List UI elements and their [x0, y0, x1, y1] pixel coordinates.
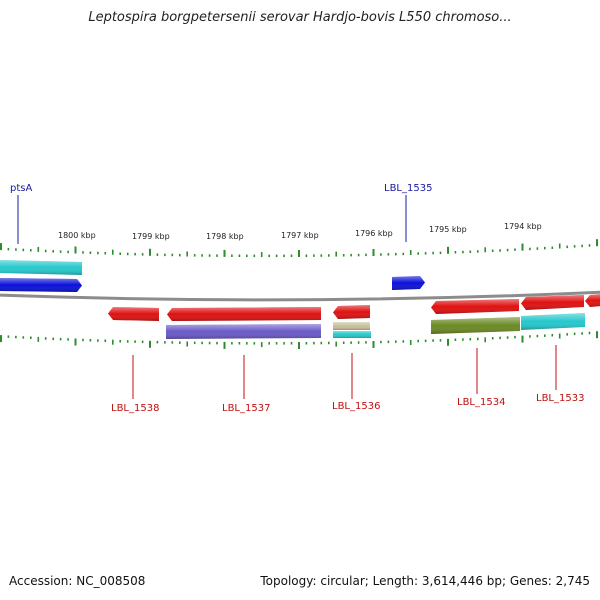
ruler-label-1796: 1796 kbp: [355, 229, 393, 238]
gene-LBL_1537[interactable]: [167, 307, 321, 321]
gene-cyan-forward-left[interactable]: [0, 260, 82, 275]
gene-label-LBL_1534[interactable]: LBL_1534: [457, 397, 505, 408]
ruler-label-1798: 1798 kbp: [206, 232, 244, 241]
ruler-label-1800: 1800 kbp: [58, 231, 96, 240]
gene-LBL_1534[interactable]: [431, 299, 519, 314]
ruler-label-1797: 1797 kbp: [281, 231, 319, 240]
gene-LBL_1537-product[interactable]: [166, 324, 321, 339]
gene-ptsA[interactable]: [0, 278, 82, 292]
gene-LBL_1536-product-cyan[interactable]: [333, 331, 371, 338]
chromosome-backbone: [0, 290, 600, 302]
gene-LBL_1536-product-tan[interactable]: [333, 322, 370, 330]
gene-label-LBL_1536[interactable]: LBL_1536: [332, 401, 380, 412]
gene-label-LBL_1538[interactable]: LBL_1538: [111, 403, 159, 414]
gene-LBL_1535[interactable]: [392, 276, 425, 290]
gene-LBL_1538[interactable]: [108, 307, 159, 321]
ruler-label-1799: 1799 kbp: [132, 232, 170, 241]
gene-LBL_1534-product[interactable]: [431, 317, 520, 334]
ruler-ticks-forward: [0, 239, 598, 258]
gene-label-LBL_1533[interactable]: LBL_1533: [536, 393, 584, 404]
gene-LBL_1536[interactable]: [333, 305, 370, 319]
gene-label-LBL_1535[interactable]: LBL_1535: [384, 183, 432, 194]
ruler-label-1795: 1795 kbp: [429, 225, 467, 234]
gene-LBL_1533[interactable]: [521, 295, 584, 310]
gene-LBL_1533-product[interactable]: [521, 313, 585, 330]
ruler-ticks-reverse: [0, 331, 598, 349]
gene-label-ptsA[interactable]: ptsA: [10, 183, 32, 194]
genome-summary: Topology: circular; Length: 3,614,446 bp…: [260, 574, 590, 588]
map-title: Leptospira borgpetersenii serovar Hardjo…: [88, 10, 512, 25]
gene-label-LBL_1537[interactable]: LBL_1537: [222, 403, 270, 414]
gene-red-reverse-right-edge[interactable]: [585, 294, 600, 307]
ruler-label-1794: 1794 kbp: [504, 222, 542, 231]
accession-label: Accession: NC_008508: [9, 574, 146, 588]
